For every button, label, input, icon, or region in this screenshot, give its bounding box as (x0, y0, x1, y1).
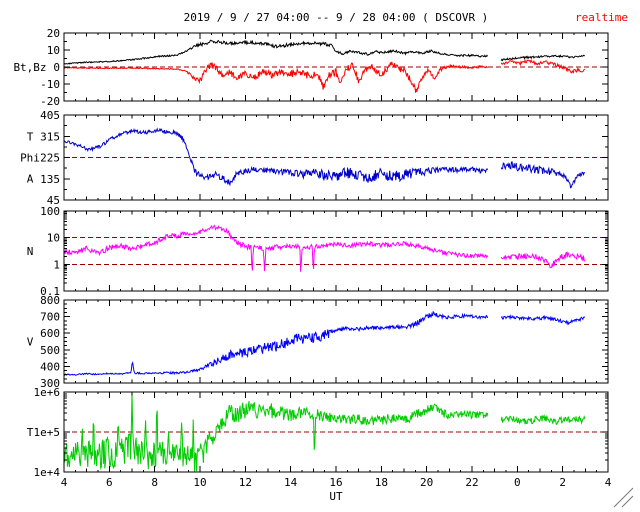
x-tick-label: 4 (61, 476, 68, 489)
x-tick-label: 6 (106, 476, 113, 489)
x-tick-label: 2 (559, 476, 566, 489)
y-tick-label: 20 (47, 27, 60, 40)
y-tick-label: 1 (53, 258, 60, 271)
panel-label-phi: A (27, 173, 34, 186)
y-tick-label: 315 (40, 130, 60, 143)
panel-bt_bz: 20 10 0 -10 -20 Bt,Bz (13, 27, 609, 108)
panel-label-phi: T (27, 131, 34, 144)
y-tick-label: 0.1 (40, 285, 60, 298)
y-tick-label: 800 (40, 294, 60, 307)
y-tick-label: 600 (40, 327, 60, 340)
y-tick-label: 225 (40, 152, 60, 165)
panel-label-phi: Phi (20, 152, 40, 165)
series-bt (64, 39, 585, 65)
panels-group: 20100-10-20Bt,Bz40531522513545TPhiA10010… (13, 27, 611, 489)
x-tick-label: 20 (420, 476, 433, 489)
panel-n: 100 10 1 0.1 N (27, 205, 609, 298)
x-tick-label: 18 (375, 476, 388, 489)
x-tick-label: 16 (329, 476, 342, 489)
y-tick-label: 1e+6 (34, 386, 61, 399)
y-tick-label: -10 (40, 78, 60, 91)
x-tick-label: 4 (605, 476, 612, 489)
series-v (64, 310, 586, 376)
x-tick-label: 12 (239, 476, 252, 489)
x-tick-label: 22 (465, 476, 478, 489)
panel-v: 800 700 600 500 400 300 V (27, 294, 609, 390)
y-tick-label: 135 (40, 173, 60, 186)
y-tick-label: 100 (40, 205, 60, 218)
resize-handle-icon[interactable] (613, 487, 634, 508)
series-phi (64, 127, 586, 189)
y-tick-label: 0 (53, 61, 60, 74)
panel-label-bt_bz: Bt,Bz (13, 61, 46, 74)
y-tick-label: 1e+5 (34, 426, 61, 439)
x-tick-label: 8 (151, 476, 158, 489)
y-tick-label: 700 (40, 311, 60, 324)
y-tick-label: 405 (40, 109, 60, 122)
panel-label-n: N (27, 245, 34, 258)
panel-label-v: V (27, 336, 34, 349)
y-tick-label: -20 (40, 95, 60, 108)
panel-label-t: T (27, 426, 34, 439)
panel-frame (63, 299, 609, 384)
y-tick-label: 10 (47, 232, 60, 245)
plot-title: 2019 / 9 / 27 04:00 -- 9 / 28 04:00 ( DS… (184, 11, 489, 24)
x-tick-label: 14 (284, 476, 298, 489)
y-tick-label: 300 (40, 377, 60, 390)
x-tick-label: 10 (193, 476, 206, 489)
y-tick-label: 45 (47, 194, 60, 207)
panel-t: 1e+6 1e+5 1e+4 T (27, 386, 609, 479)
panel-frame (63, 210, 609, 292)
y-tick-label: 10 (47, 44, 60, 57)
series-n (64, 224, 586, 272)
panel-phi: 405 315 225 135 45 T Phi A (20, 109, 609, 207)
series-t (64, 392, 586, 472)
y-tick-label: 400 (40, 360, 60, 373)
series-bz (64, 58, 585, 93)
x-axis-label: UT (329, 490, 343, 503)
y-tick-label: 500 (40, 344, 60, 357)
realtime-label: realtime (575, 11, 628, 24)
x-tick-label: 0 (514, 476, 521, 489)
y-tick-label: 1e+4 (34, 466, 61, 479)
